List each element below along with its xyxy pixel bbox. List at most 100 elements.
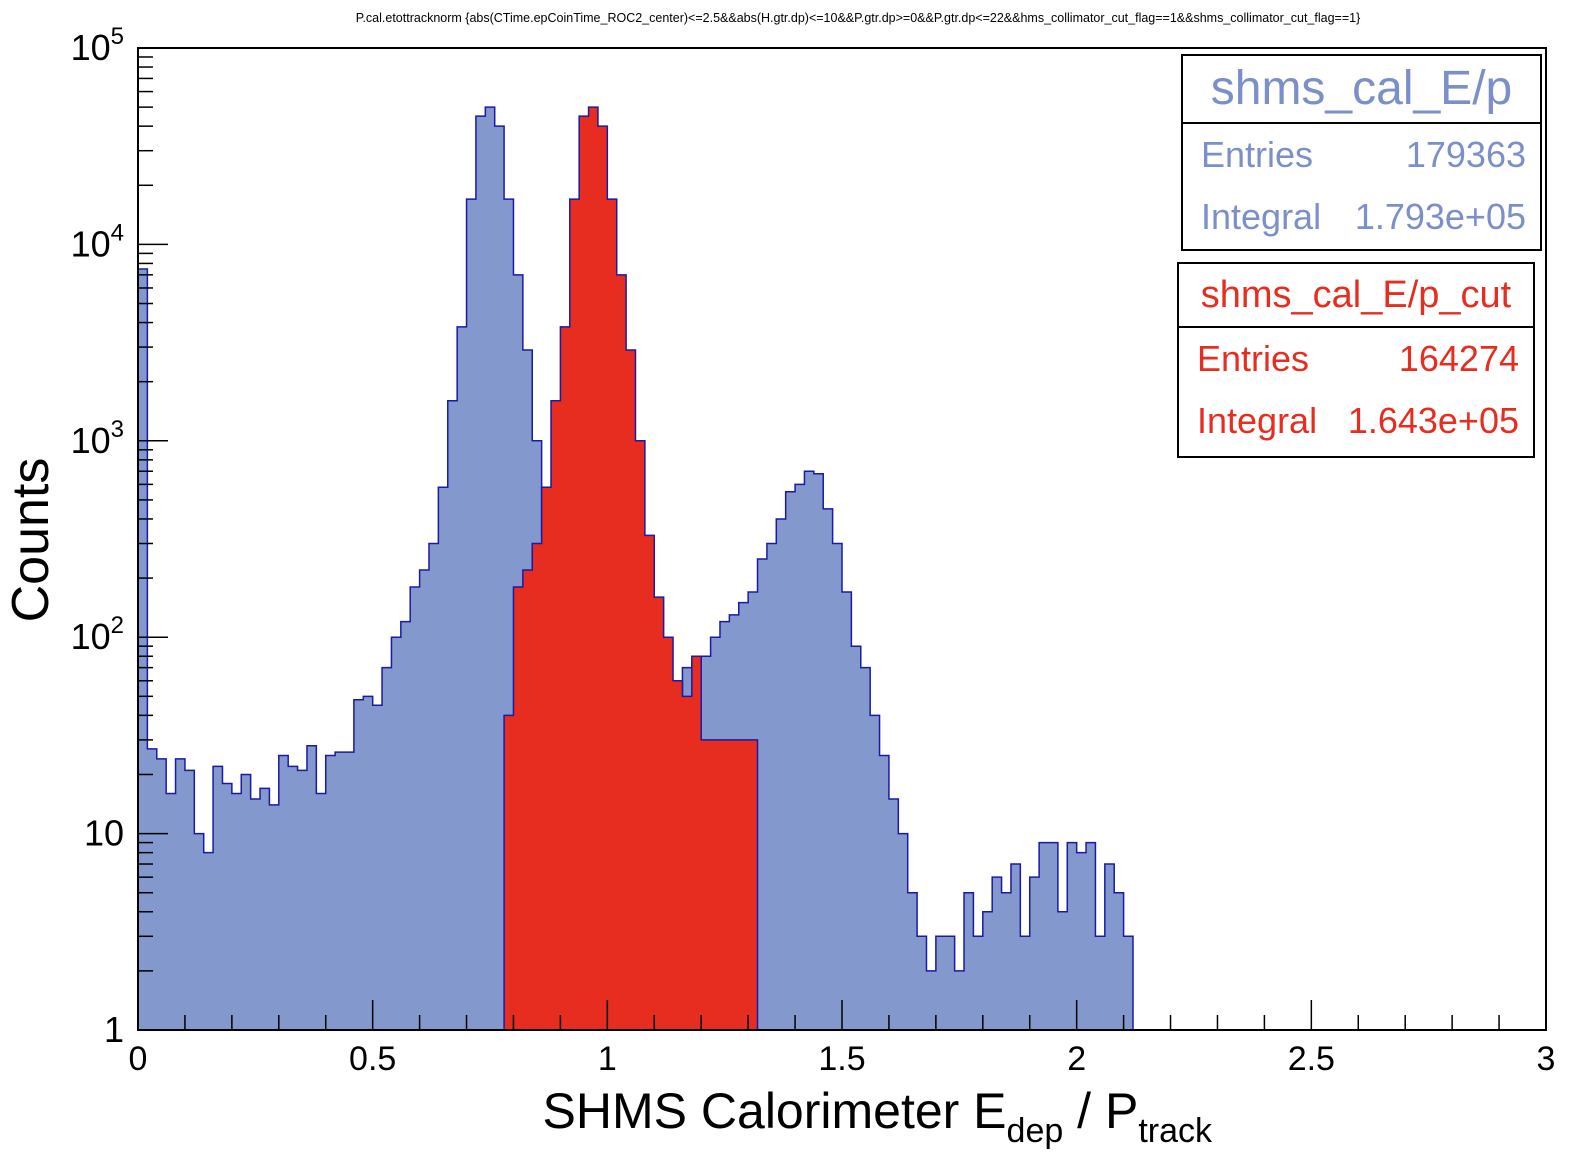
histogram-bin (241, 774, 252, 1030)
histogram-bin (400, 621, 411, 1030)
histogram-bin (363, 696, 374, 1030)
series-shms_cal_E/p_cut (503, 106, 759, 1031)
histogram-bin (663, 637, 674, 1030)
histogram-bin (804, 471, 815, 1031)
histogram-bin (982, 911, 993, 1030)
axis-ticks (137, 47, 1547, 1031)
histogram-bin (879, 755, 890, 1030)
histogram-bin (184, 770, 195, 1030)
stats-row-entries: Entries 164274 (1179, 328, 1533, 390)
stats-box-cut: shms_cal_E/p_cut Entries 164274 Integral… (1177, 262, 1535, 458)
histogram-outline (503, 106, 759, 1030)
stats-row-integral: Integral 1.643e+05 (1179, 390, 1533, 452)
histogram-bin (1067, 842, 1078, 1030)
histogram-bin (147, 748, 158, 1030)
histogram-bin (626, 349, 636, 1030)
histogram-bin (504, 199, 514, 1030)
histogram-bin (1048, 842, 1059, 1030)
histogram-bin (935, 936, 946, 1030)
histogram-bin (1095, 936, 1106, 1030)
histogram-bin (842, 591, 852, 1030)
tick-labels: 0 0.5 1 1.5 2 2.5 3 1 10 102 103 104 105 (71, 23, 1556, 1078)
x-tick-label: 3 (1537, 1040, 1556, 1078)
histogram-bin (457, 326, 467, 1030)
y-tick-label: 10 (84, 813, 124, 854)
histogram-bin (654, 597, 665, 1030)
x-axis-label-mid: / P (1063, 1083, 1138, 1139)
histogram-bin (138, 268, 148, 1030)
histogram-bin (260, 788, 270, 1030)
histogram-bin (1086, 842, 1096, 1030)
histogram-bin (701, 739, 711, 1030)
histogram-bin (710, 739, 721, 1030)
histogram-bin (447, 400, 458, 1031)
histogram-bin (1057, 911, 1068, 1030)
histogram-bin (504, 715, 514, 1030)
histogram-bin (785, 491, 796, 1030)
histogram-bin (278, 755, 289, 1030)
histogram-bin (175, 758, 186, 1030)
histogram-bin (579, 116, 589, 1031)
histogram-bin (616, 274, 627, 1030)
x-tick-label: 2.5 (1288, 1040, 1335, 1078)
histogram-bin (382, 667, 392, 1030)
histogram-bin (898, 833, 909, 1030)
x-tick-label: 0 (129, 1040, 148, 1078)
histogram-bin (945, 936, 956, 1030)
histogram-bin (269, 804, 280, 1030)
stats-label: Integral (1201, 196, 1322, 237)
histogram-bin (316, 793, 327, 1030)
histogram-bin (607, 199, 618, 1030)
x-axis-label-sub2: track (1138, 1112, 1213, 1150)
histogram-bin (597, 126, 608, 1030)
histogram-bin (1114, 892, 1124, 1030)
histogram-bin (494, 126, 505, 1030)
chart-title: P.cal.etottracknorm {abs(CTime.epCoinTim… (356, 11, 1361, 25)
stats-label: Entries (1197, 338, 1310, 379)
histogram-bin (635, 440, 646, 1030)
histogram-bin (250, 799, 261, 1030)
histogram-bin (325, 755, 336, 1030)
histogram-bin (973, 936, 984, 1030)
x-tick-label: 2 (1067, 1040, 1086, 1078)
histogram-bin (344, 752, 355, 1030)
y-tick-label: 102 (71, 612, 124, 657)
y-tick-label: 104 (71, 219, 124, 264)
histogram-bin (832, 543, 843, 1030)
y-tick-label: 105 (71, 23, 124, 68)
histogram-bin (917, 936, 927, 1030)
y-tick-label: 103 (71, 416, 124, 461)
histogram-bin (795, 484, 805, 1030)
stats-value: 1.643e+05 (1347, 400, 1519, 441)
histogram-bin (513, 587, 524, 1030)
x-axis-label-main: SHMS Calorimeter E (543, 1083, 1007, 1139)
histogram-bin (738, 739, 749, 1030)
histogram-bin (166, 793, 176, 1030)
histogram-bin (391, 637, 402, 1030)
stats-row-entries: Entries 179363 (1183, 124, 1540, 186)
histogram-bin (682, 696, 693, 1030)
histogram-bin (560, 326, 571, 1030)
histogram-bin (1039, 842, 1049, 1030)
x-tick-label: 1 (598, 1040, 617, 1078)
histogram-bin (644, 535, 655, 1030)
stats-label: Integral (1197, 400, 1318, 441)
histogram-bin (410, 587, 420, 1030)
stats-box-title: shms_cal_E/p_cut (1179, 264, 1533, 328)
histogram-bin (438, 487, 449, 1030)
x-tick-label: 1.5 (818, 1040, 865, 1078)
histogram-bin (823, 508, 834, 1030)
histogram-bin (691, 656, 702, 1030)
histogram-bin (588, 107, 599, 1031)
histogram-bin (231, 793, 242, 1030)
y-tick-label: 1 (104, 1009, 124, 1050)
histogram-bin (954, 970, 965, 1030)
stats-box-title: shms_cal_E/p (1183, 56, 1540, 124)
histogram-bin (569, 199, 580, 1030)
histogram-bin (757, 559, 768, 1030)
histogram-bin (1001, 892, 1012, 1030)
histogram-bin (1020, 936, 1031, 1030)
stats-row-integral: Integral 1.793e+05 (1183, 186, 1540, 248)
histogram-bin (860, 667, 871, 1030)
stats-value: 179363 (1405, 134, 1526, 175)
